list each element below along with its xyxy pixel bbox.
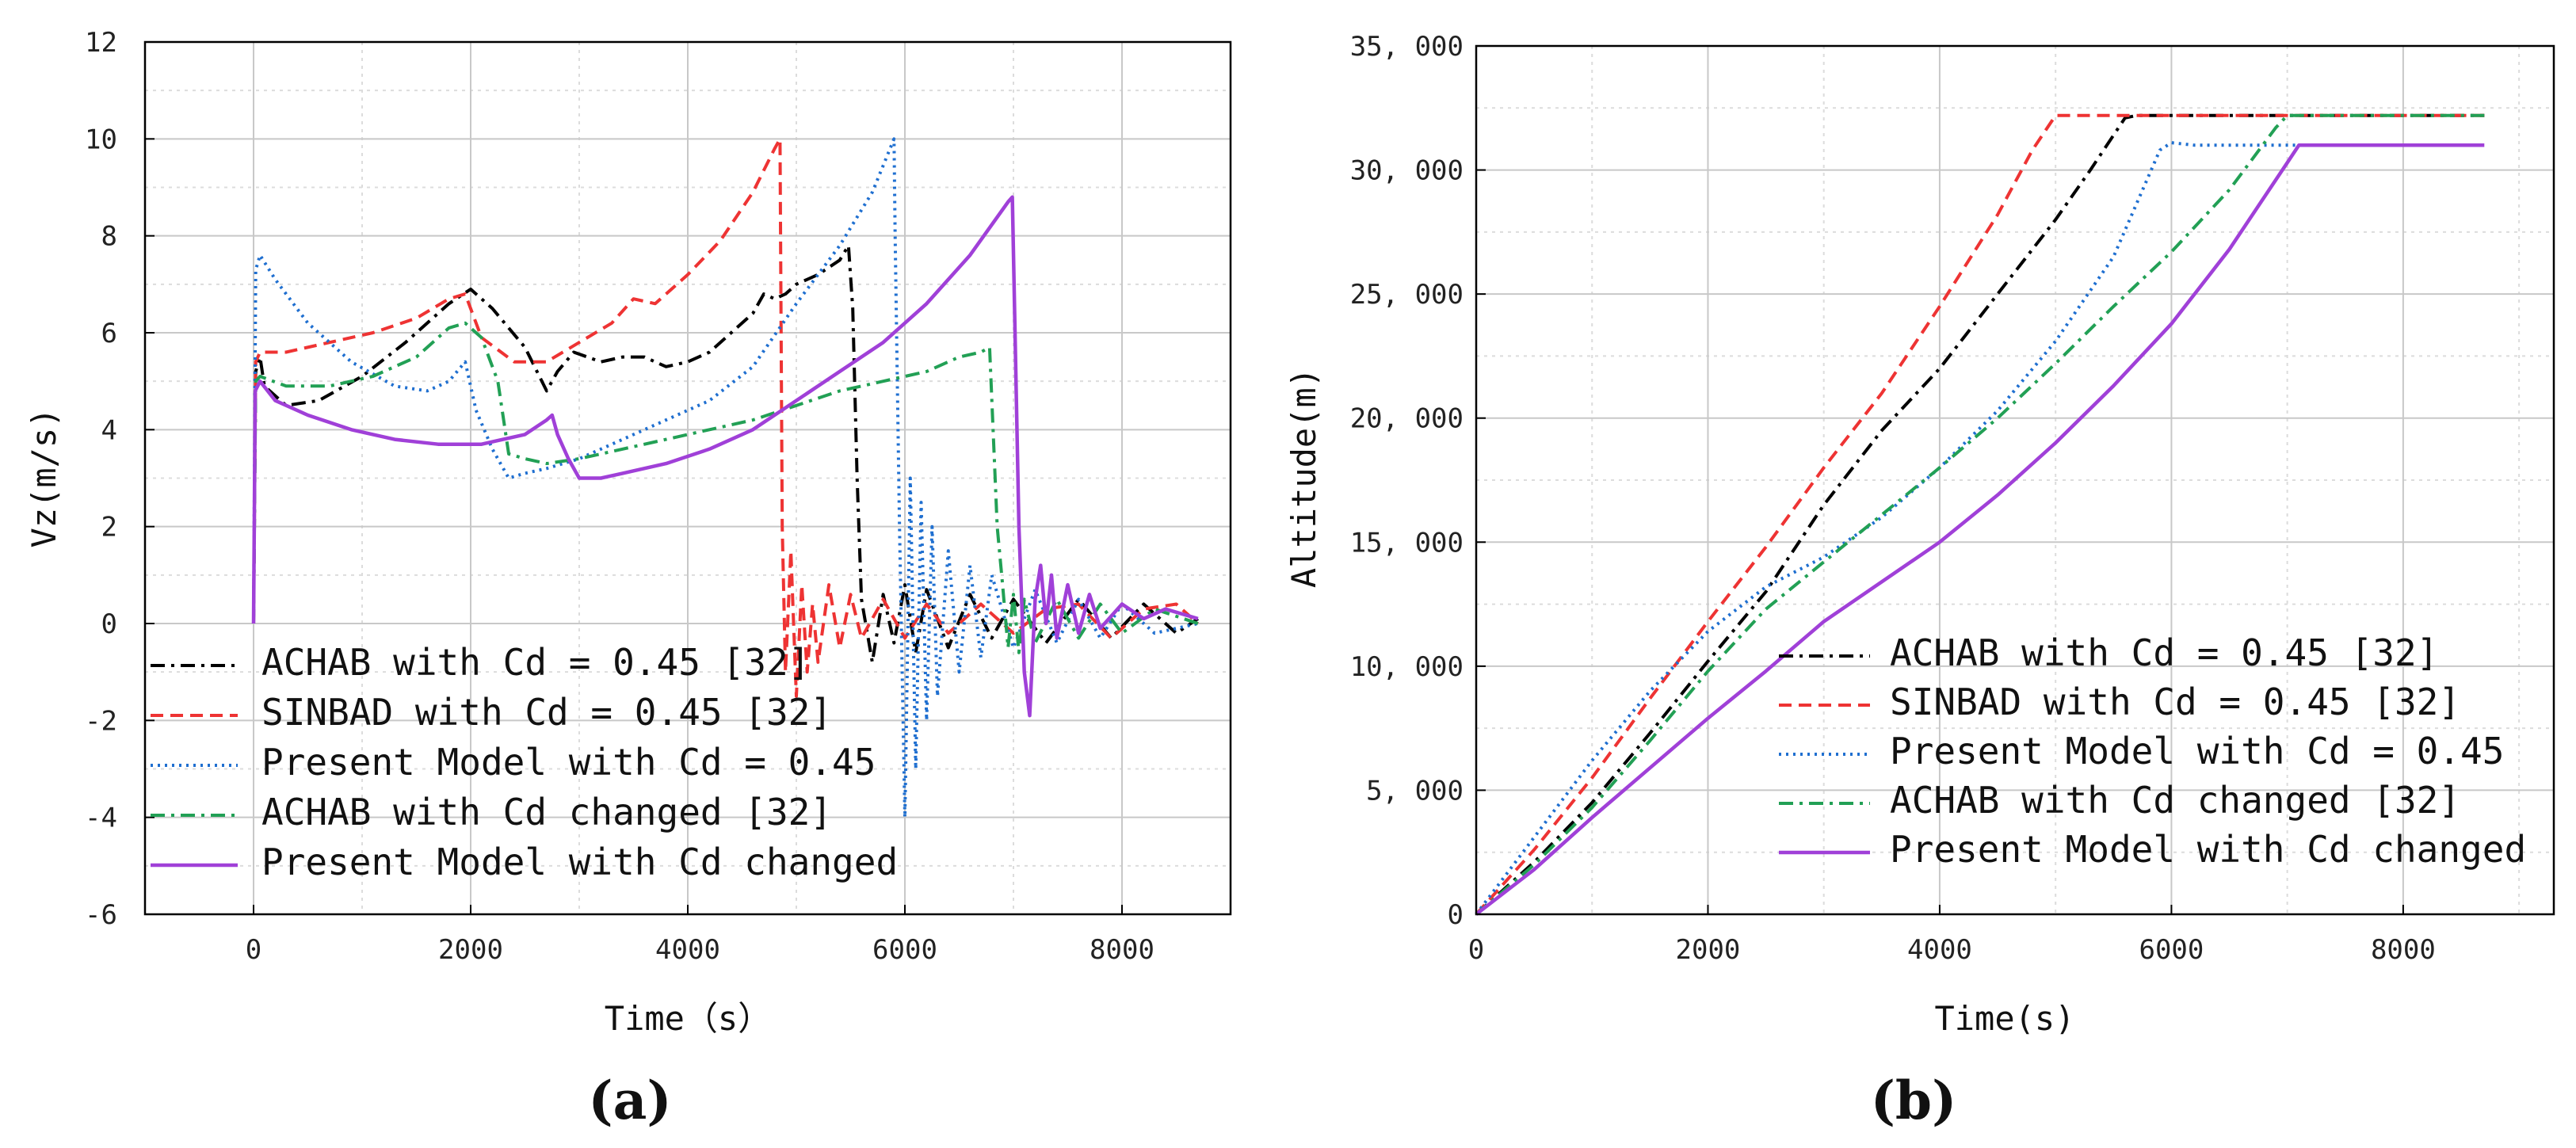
chart-b-x-tick-label: 4000 [1907, 934, 1972, 966]
chart-a-series-line-3 [252, 137, 1199, 819]
chart-b-x-axis-label: Time(s) [1934, 999, 2074, 1038]
chart-a-y-tick-label: -6 [85, 899, 117, 931]
chart-a-y-axis-label: Vz(m/s) [25, 407, 63, 547]
chart-a-x-ticks: 0 2000 4000 6000 8000 [246, 905, 1154, 966]
chart-b-y-tick-label: 10, 000 [1350, 651, 1464, 683]
chart-a-y-tick-label: -4 [85, 803, 117, 834]
chart-b-y-tick-label: 30, 000 [1350, 155, 1464, 187]
chart-b-x-tick-label: 8000 [2371, 934, 2436, 966]
chart-a-x-axis-label: Time（s） [605, 999, 771, 1038]
chart-a-series-line-2 [252, 137, 1200, 698]
chart-a-y-tick-label: 0 [101, 608, 117, 640]
chart-b-x-ticks: 0 2000 4000 6000 8000 [1468, 905, 2436, 966]
chart-a-x-tick-label: 2000 [438, 934, 503, 966]
chart-b-legend: ACHAB with Cd = 0.45 [32] SINBAD with Cd … [1779, 631, 2526, 871]
chart-b-legend-label: ACHAB with Cd = 0.45 [32] [1890, 631, 2438, 674]
chart-a-y-tick-label: 12 [85, 27, 117, 59]
chart-b: 0 5, 000 10, 000 15, 000 20, 000 25, 000 30, 0… [1284, 31, 2555, 1131]
chart-b-series-line-2 [1475, 113, 2485, 916]
chart-a-legend-label: ACHAB with Cd = 0.45 [32] [261, 641, 810, 684]
chart-b-legend-label: SINBAD with Cd = 0.45 [32] [1890, 681, 2460, 723]
chart-b-y-ticks: 0 5, 000 10, 000 15, 000 20, 000 25, 000 30, 0… [1350, 31, 1486, 931]
chart-b-y-tick-label: 0 [1448, 899, 1464, 931]
chart-a-y-tick-label: 2 [101, 512, 117, 543]
chart-a-series-line-5 [251, 195, 1199, 718]
chart-a-panel-label: (a) [588, 1070, 671, 1131]
chart-b-y-tick-label: 25, 000 [1350, 279, 1464, 311]
chart-b-y-tick-label: 15, 000 [1350, 527, 1464, 559]
chart-b-series-line-1 [1475, 113, 2485, 916]
chart-b-y-axis-label: Altitude(m) [1284, 368, 1323, 588]
chart-a-x-tick-label: 0 [246, 934, 261, 966]
chart-b-lines [1475, 113, 2485, 916]
chart-a-x-tick-label: 8000 [1090, 934, 1154, 966]
chart-a-x-tick-label: 6000 [872, 934, 937, 966]
chart-b-x-tick-label: 6000 [2139, 934, 2204, 966]
chart-a-legend-label: Present Model with Cd = 0.45 [261, 741, 876, 784]
chart-a-y-tick-label: 8 [101, 221, 117, 253]
chart-b-y-tick-label: 20, 000 [1350, 403, 1464, 435]
chart-b-y-tick-label: 35, 000 [1350, 31, 1464, 63]
chart-b-legend-label: Present Model with Cd = 0.45 [1890, 730, 2504, 772]
chart-a: -6 -4 -2 0 2 4 6 8 10 12 0 2000 4000 6000 8000 Vz(m/s… [25, 27, 1232, 1131]
chart-b-series-line-5 [1475, 143, 2485, 916]
chart-a-legend-label: ACHAB with Cd changed [32] [261, 791, 832, 833]
chart-b-x-tick-label: 2000 [1676, 934, 1741, 966]
chart-b-y-tick-label: 5, 000 [1366, 775, 1464, 807]
chart-a-legend: ACHAB with Cd = 0.45 [32] SINBAD with Cd … [151, 641, 898, 883]
chart-a-lines [251, 137, 1200, 819]
chart-a-y-ticks: -6 -4 -2 0 2 4 6 8 10 12 [85, 27, 155, 931]
chart-a-y-tick-label: 10 [85, 124, 117, 155]
chart-a-x-tick-label: 4000 [655, 934, 720, 966]
chart-a-series-line-4 [252, 321, 1199, 654]
chart-b-series-line-4 [1475, 113, 2485, 916]
chart-b-legend-label: ACHAB with Cd changed [32] [1890, 779, 2460, 822]
chart-b-x-tick-label: 0 [1468, 934, 1484, 966]
chart-a-y-tick-label: 4 [101, 414, 117, 446]
chart-a-legend-label: Present Model with Cd changed [261, 841, 898, 883]
chart-b-panel-label: (b) [1871, 1070, 1957, 1131]
chart-a-y-tick-label: 6 [101, 318, 117, 349]
chart-a-series-line-1 [252, 243, 1200, 664]
chart-b-legend-label: Present Model with Cd changed [1890, 828, 2526, 871]
chart-a-legend-label: SINBAD with Cd = 0.45 [32] [261, 691, 832, 734]
chart-a-y-tick-label: -2 [85, 705, 117, 737]
chart-b-frame [1475, 44, 2555, 916]
